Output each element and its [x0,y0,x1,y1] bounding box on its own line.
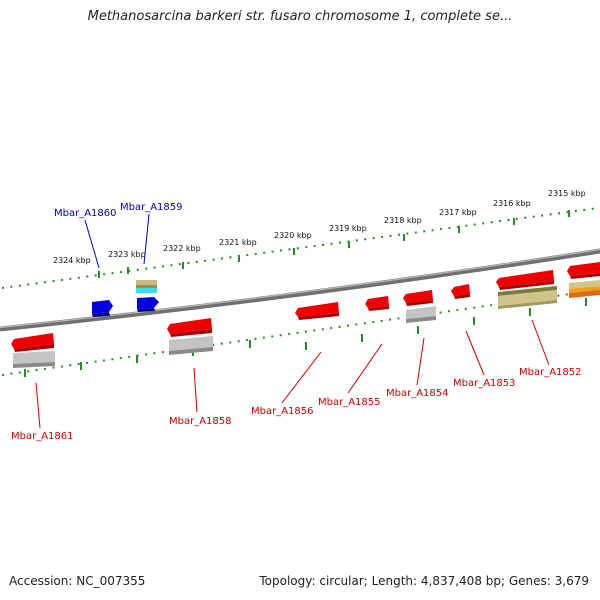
gene-Mbar_A1861[interactable] [11,333,54,352]
callout-line [84,219,100,269]
scale-label: 2320 kbp [274,231,312,240]
feature-orange-right[interactable] [569,280,600,298]
callout-line [465,330,485,376]
scale-top [1,207,599,289]
map-title: Methanosarcina barkeri str. fusaro chrom… [87,9,513,24]
scale-label: 2316 kbp [493,199,531,208]
scale-label: 2315 kbp [548,189,586,198]
gene-Mbar_A1856[interactable] [295,302,339,320]
callout-line [347,343,383,394]
callout-line [35,382,41,429]
gene-label[interactable]: Mbar_A1856 [251,406,314,417]
gene-label[interactable]: Mbar_A1855 [318,397,381,408]
scale-label: 2324 kbp [53,256,91,265]
genome-summary: Topology: circular; Length: 4,837,408 bp… [259,574,589,588]
gene-Mbar_A1858[interactable] [167,318,212,337]
accession-text: Accession: NC_007355 [9,574,146,588]
callout-line [143,213,150,265]
gene-Mbar_A1853[interactable] [451,284,470,299]
gene-Mbar_A1855[interactable] [365,296,389,311]
gene-offscreen-right[interactable] [567,262,600,279]
gene-label[interactable]: Mbar_A1860 [54,208,117,219]
scale-label: 2322 kbp [163,244,201,253]
scale-label: 2317 kbp [439,208,477,217]
gene-label[interactable]: Mbar_A1854 [386,388,449,399]
feature-gray-1858[interactable] [169,336,213,355]
callout-line [416,337,425,386]
callout-line [281,351,322,404]
gene-label[interactable]: Mbar_A1859 [120,202,183,213]
feature-cyan[interactable] [136,280,157,293]
scale-label: 2318 kbp [384,216,422,225]
feature-gray-1854[interactable] [406,306,436,323]
gene-label[interactable]: Mbar_A1853 [453,378,516,389]
scale-label: 2319 kbp [329,224,367,233]
gene-Mbar_A1860[interactable] [92,300,113,317]
scale-label: 2323 kbp [108,250,146,259]
chromosome-backbone [0,248,600,332]
gene-Mbar_A1854[interactable] [403,290,433,306]
scale-label: 2321 kbp [219,238,257,247]
feature-gray-1861[interactable] [13,351,55,368]
gene-label[interactable]: Mbar_A1852 [519,367,582,378]
callout-line [531,319,550,366]
gene-label[interactable]: Mbar_A1861 [11,431,74,442]
callout-line [193,367,198,413]
gene-label[interactable]: Mbar_A1858 [169,416,232,427]
feature-tan-1852[interactable] [498,286,557,309]
gene-Mbar_A1852[interactable] [496,270,554,290]
gene-Mbar_A1859[interactable] [137,297,159,312]
